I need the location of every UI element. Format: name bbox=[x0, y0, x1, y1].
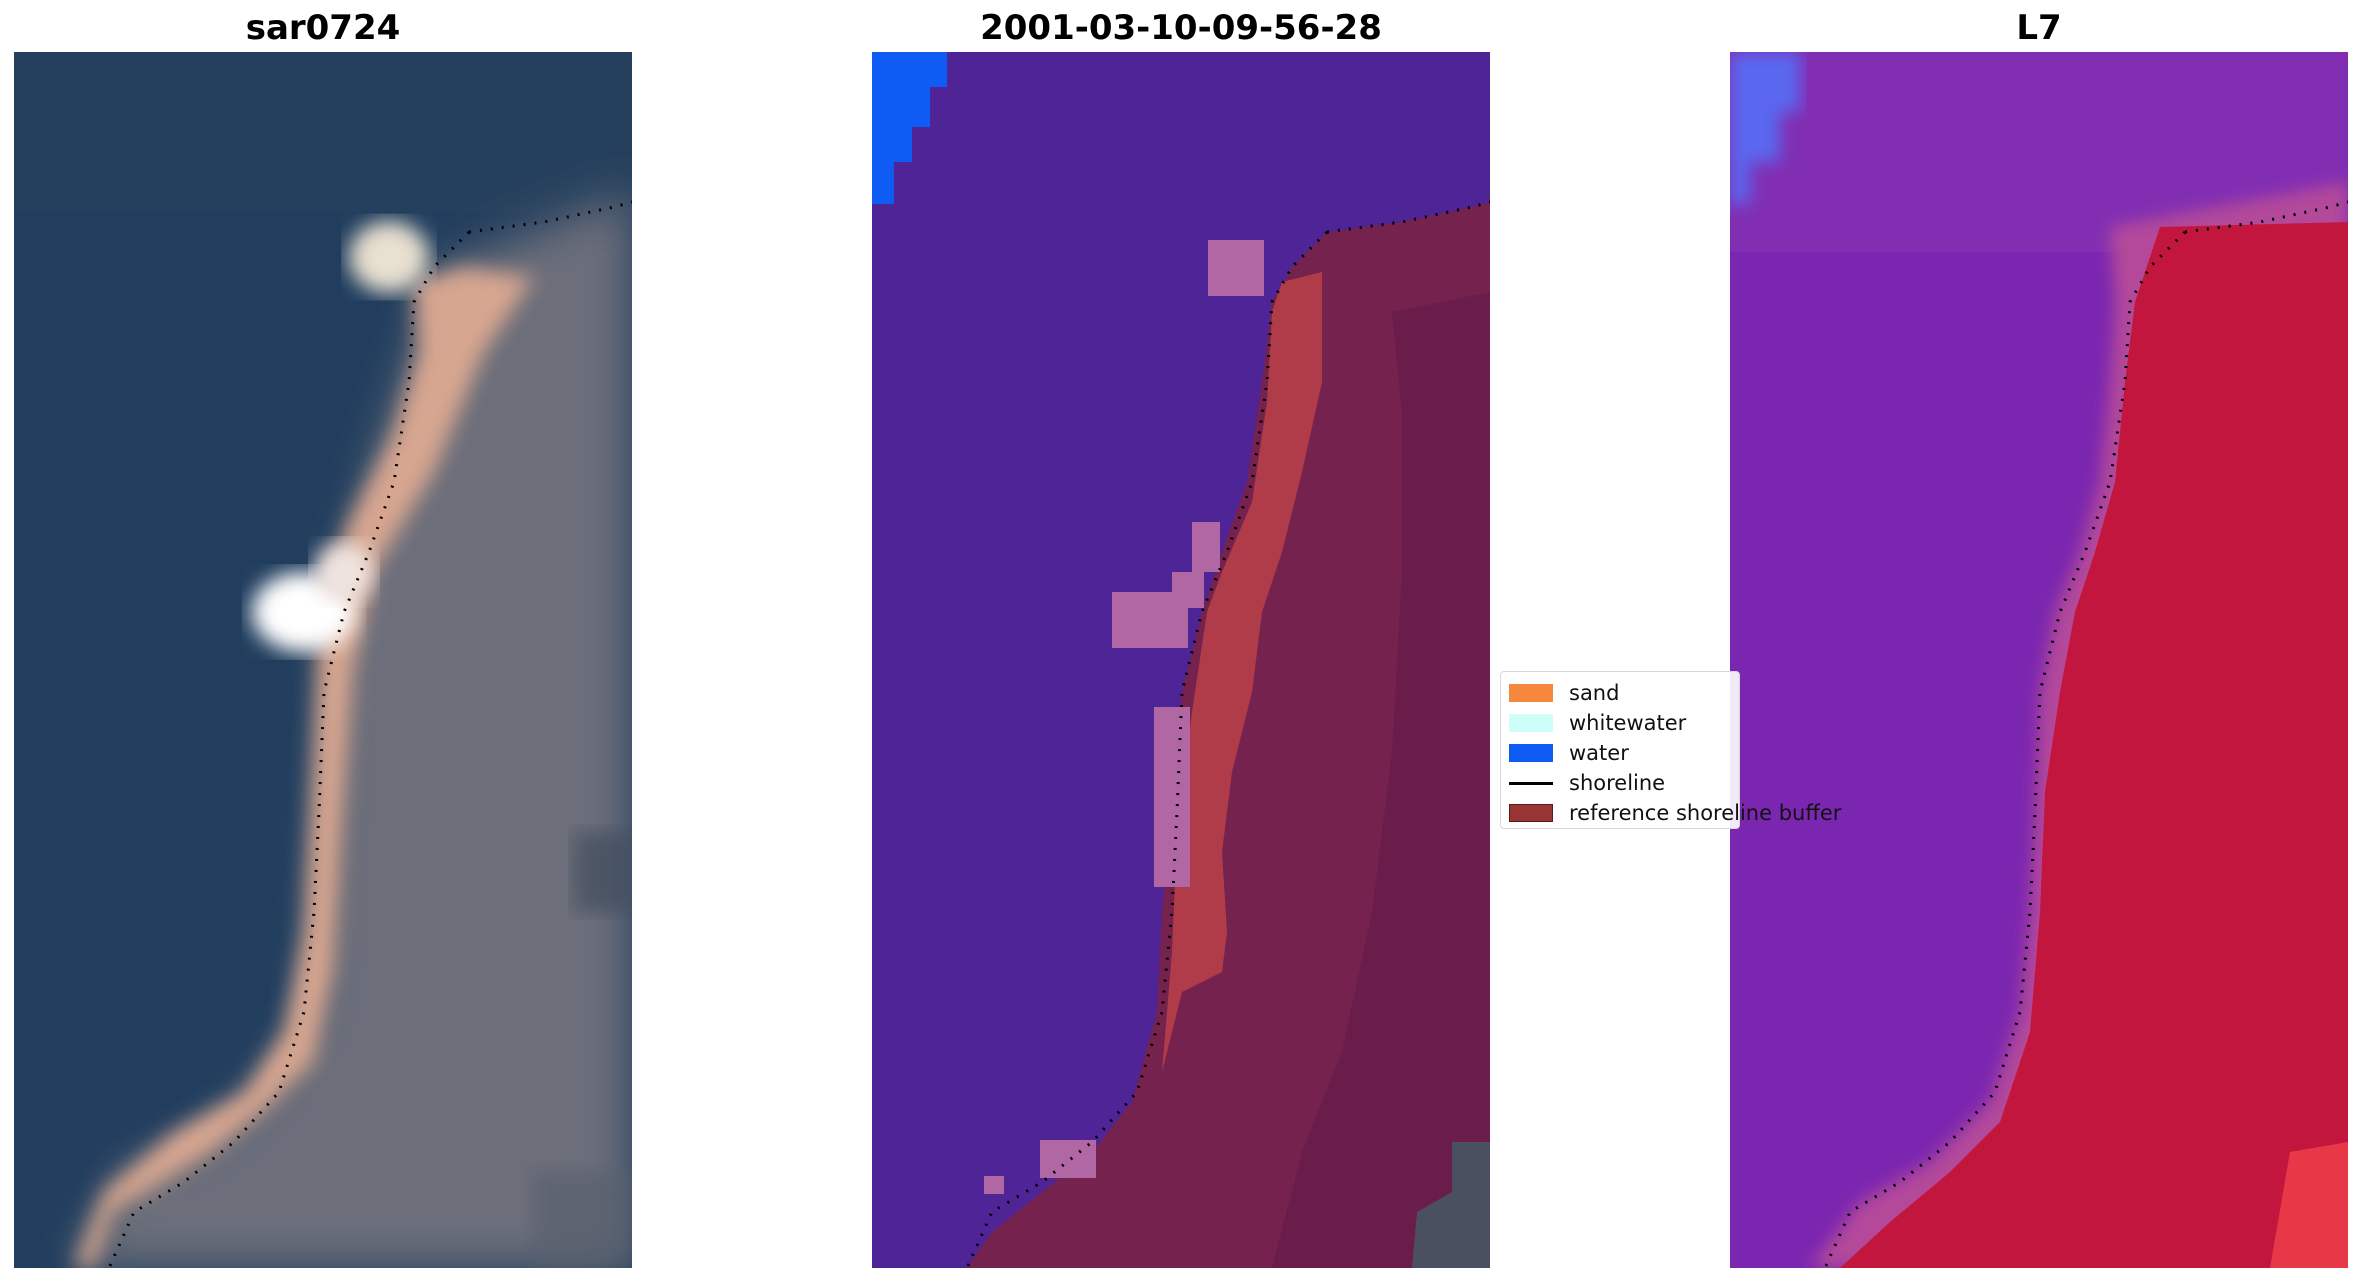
shoreline-trace bbox=[107, 200, 632, 1268]
shoreline-trace bbox=[965, 200, 1490, 1268]
legend-label: reference shoreline buffer bbox=[1569, 801, 1842, 825]
false-color-image bbox=[1730, 52, 2348, 1268]
rgb-image-panel bbox=[14, 52, 632, 1268]
legend-item-whitewater: whitewater bbox=[1509, 708, 1739, 738]
legend-swatch-water bbox=[1509, 744, 1553, 762]
classified-image bbox=[872, 52, 1490, 1268]
legend: sand whitewater water shoreline referenc… bbox=[1500, 671, 1841, 829]
legend-item-sand: sand bbox=[1509, 678, 1739, 708]
classified-image-panel bbox=[872, 52, 1490, 1268]
legend-item-shoreline: shoreline bbox=[1509, 768, 1739, 798]
shoreline-trace bbox=[1823, 200, 2348, 1268]
rgb-image bbox=[14, 52, 632, 1268]
legend-swatch-reference-shoreline bbox=[1509, 804, 1553, 822]
legend-label: shoreline bbox=[1569, 771, 1666, 795]
panel-title-rgb: sar0724 bbox=[245, 8, 401, 48]
legend-swatch-whitewater bbox=[1509, 714, 1553, 732]
legend-swatch-sand bbox=[1509, 684, 1553, 702]
false-color-image-panel bbox=[1730, 52, 2348, 1268]
legend-item-reference-shoreline: reference shoreline buffer bbox=[1509, 798, 1841, 828]
legend-label: water bbox=[1569, 741, 1629, 765]
panel-title-classified: 2001-03-10-09-56-28 bbox=[980, 8, 1382, 48]
legend-item-water: water bbox=[1509, 738, 1739, 768]
legend-swatch-shoreline bbox=[1509, 774, 1553, 792]
legend-label: whitewater bbox=[1569, 711, 1687, 735]
legend-label: sand bbox=[1569, 681, 1620, 705]
panel-title-false-color: L7 bbox=[2016, 8, 2062, 48]
